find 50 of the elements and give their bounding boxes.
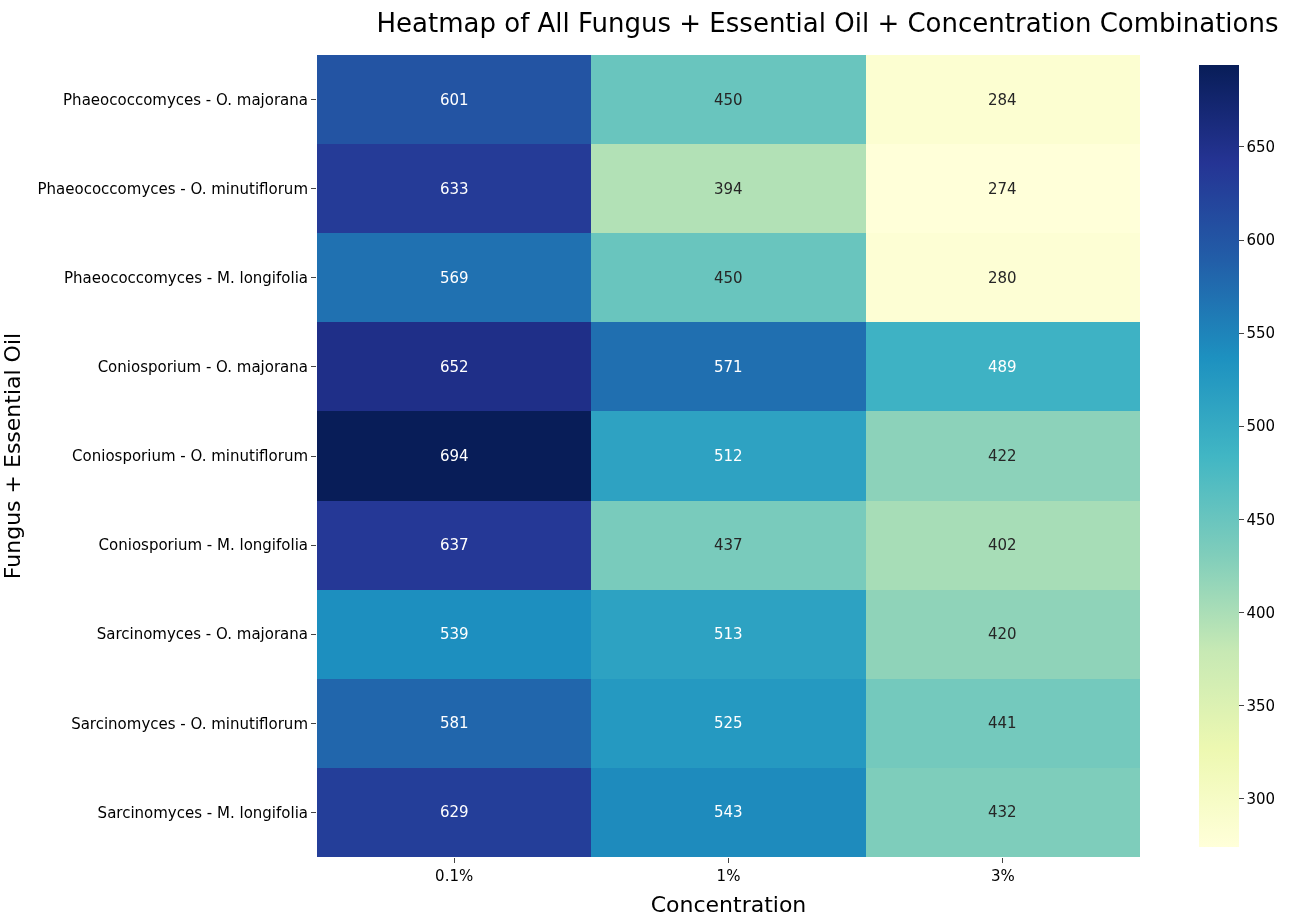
y-tick-label: Phaeococcomyces - O. minutiflorum — [37, 179, 308, 198]
data-label: 489 — [988, 358, 1017, 376]
color-bar-label: 600 — [1246, 231, 1276, 250]
data-label: 441 — [988, 714, 1017, 732]
x-tick-label: 0.1% — [435, 867, 474, 885]
chart-title: Heatmap of All Fungus + Essential Oil + Concentration Combinations — [376, 8, 1279, 39]
data-label: 571 — [714, 358, 743, 376]
data-label: 394 — [714, 180, 743, 198]
color-bar-label: 650 — [1246, 138, 1276, 157]
y-tick-label: Sarcinomyces - O. majorana — [96, 625, 308, 644]
y-tick-label: Sarcinomyces - M. longifolia — [97, 803, 308, 822]
y-tick-label: Coniosporium - O. minutiflorum — [72, 447, 308, 466]
data-label: 637 — [440, 536, 469, 554]
x-tick-label: 1% — [716, 867, 741, 885]
data-label: 402 — [988, 536, 1017, 554]
data-label: 437 — [714, 536, 743, 554]
data-label: 581 — [440, 714, 469, 732]
y-tick-label: Coniosporium - O. majorana — [97, 358, 308, 377]
y-tick-label: Phaeococcomyces - M. longifolia — [64, 269, 308, 288]
data-label: 652 — [440, 358, 469, 376]
color-bar-label: 550 — [1246, 324, 1276, 343]
data-label: 512 — [714, 447, 743, 465]
x-axis-title: Concentration — [650, 891, 807, 917]
data-label: 280 — [988, 269, 1017, 287]
data-label: 284 — [988, 91, 1017, 109]
color-bar-label: 450 — [1246, 510, 1276, 529]
data-label: 569 — [440, 269, 469, 287]
data-label: 543 — [714, 803, 743, 821]
y-axis-title: Fungus + Essential Oil — [0, 332, 26, 580]
data-label: 432 — [988, 803, 1017, 821]
data-label: 525 — [714, 714, 743, 732]
data-label: 450 — [714, 91, 743, 109]
y-tick-label: Sarcinomyces - O. minutiflorum — [71, 714, 308, 733]
data-label: 422 — [988, 447, 1017, 465]
y-tick-label: Coniosporium - M. longifolia — [98, 536, 308, 555]
data-label: 420 — [988, 625, 1017, 643]
color-bar-label: 350 — [1246, 696, 1276, 715]
data-label: 539 — [440, 625, 469, 643]
data-label: 513 — [714, 625, 743, 643]
color-bar-label: 500 — [1246, 417, 1276, 436]
color-bar-label: 300 — [1246, 789, 1276, 808]
y-tick-label: Phaeococcomyces - O. majorana — [63, 90, 308, 109]
data-label: 694 — [440, 447, 469, 465]
data-label: 633 — [440, 180, 469, 198]
data-label: 601 — [440, 91, 469, 109]
data-label: 629 — [440, 803, 469, 821]
x-tick-label: 3% — [990, 867, 1015, 885]
data-label: 450 — [714, 269, 743, 287]
color-bar-label: 400 — [1246, 603, 1276, 622]
data-label: 274 — [988, 180, 1017, 198]
